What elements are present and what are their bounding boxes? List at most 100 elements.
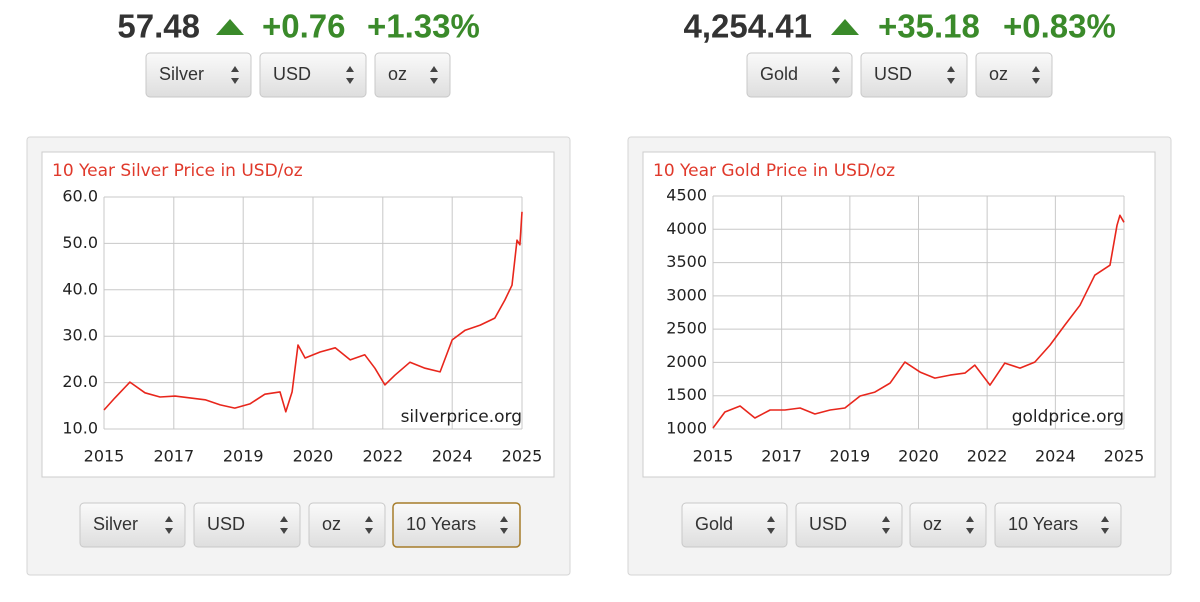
dropdown-box[interactable]	[193, 502, 301, 548]
dropdown-box[interactable]	[860, 52, 968, 98]
x-tick-label: 2022	[362, 447, 403, 466]
price-line	[103, 211, 523, 413]
dropdown-label[interactable]: USD	[809, 514, 847, 534]
y-tick-label: 4000	[666, 219, 707, 238]
dropdown[interactable]: Silver	[79, 502, 186, 548]
dropdown-arrows[interactable]	[346, 66, 354, 84]
dropdown-label[interactable]: Silver	[93, 514, 138, 534]
y-tick-label: 20.0	[62, 372, 98, 391]
dropdown-arrows[interactable]	[280, 516, 288, 534]
dropdown-arrows[interactable]	[365, 516, 373, 534]
change: +0.76	[262, 8, 346, 45]
y-tick-label: 1000	[666, 419, 707, 438]
dropdown[interactable]: Silver	[145, 52, 252, 98]
y-tick-label: 1500	[666, 385, 707, 404]
dropdown-label[interactable]: 10 Years	[406, 514, 476, 534]
price-line	[712, 214, 1125, 429]
dropdown-arrows[interactable]	[231, 66, 239, 84]
dropdown-label[interactable]: USD	[874, 64, 912, 84]
change-percent: +0.83%	[1003, 8, 1116, 45]
dropdown-box[interactable]	[746, 52, 853, 98]
y-tick-label: 2000	[666, 352, 707, 371]
x-tick-label: 2020	[293, 447, 334, 466]
dropdown-label[interactable]: Silver	[159, 64, 204, 84]
dropdown-box[interactable]	[259, 52, 367, 98]
y-tick-label: 3500	[666, 252, 707, 271]
dropdown-arrows[interactable]	[947, 66, 955, 84]
x-tick-label: 2020	[898, 447, 939, 466]
dropdown-box[interactable]	[795, 502, 903, 548]
dropdown[interactable]: oz	[975, 52, 1053, 98]
dropdown-box[interactable]	[392, 502, 521, 548]
dropdown-box[interactable]	[681, 502, 788, 548]
dropdown[interactable]: USD	[795, 502, 903, 548]
y-tick-label: 3000	[666, 285, 707, 304]
x-tick-label: 2015	[84, 447, 125, 466]
x-tick-label: 2017	[153, 447, 194, 466]
x-tick-label: 2025	[502, 447, 543, 466]
chart-box	[642, 151, 1156, 478]
x-tick-label: 2017	[761, 447, 802, 466]
source-label: silverprice.org	[401, 407, 522, 427]
dropdown-label[interactable]: oz	[322, 514, 341, 534]
up-arrow	[831, 19, 859, 35]
dropdown-label[interactable]: oz	[388, 64, 407, 84]
x-tick-label: 2025	[1104, 447, 1145, 466]
y-tick-label: 30.0	[62, 326, 98, 345]
x-tick-label: 2019	[223, 447, 264, 466]
price: 4,254.41	[684, 8, 812, 45]
dropdown-label[interactable]: USD	[207, 514, 245, 534]
dropdown-label[interactable]: 10 Years	[1008, 514, 1078, 534]
dropdown-arrows[interactable]	[1101, 516, 1109, 534]
dropdown-box[interactable]	[975, 52, 1053, 98]
dropdown[interactable]: 10 Years	[994, 502, 1122, 548]
price: 57.48	[117, 8, 200, 45]
dropdown-arrows[interactable]	[882, 516, 890, 534]
source-label: goldprice.org	[1012, 407, 1124, 427]
x-tick-label: 2024	[1035, 447, 1076, 466]
x-tick-label: 2024	[432, 447, 473, 466]
dropdown-box[interactable]	[308, 502, 386, 548]
dropdown-arrows[interactable]	[165, 516, 173, 534]
y-tick-label: 40.0	[62, 279, 98, 298]
dropdown-box[interactable]	[994, 502, 1122, 548]
y-tick-label: 2500	[666, 319, 707, 338]
dropdown[interactable]: oz	[909, 502, 987, 548]
dropdown-arrows[interactable]	[430, 66, 438, 84]
dropdown-arrows[interactable]	[832, 66, 840, 84]
dropdown[interactable]: Gold	[746, 52, 853, 98]
chart-title: 10 Year Silver Price in USD/oz	[52, 161, 303, 181]
dropdown-arrows[interactable]	[966, 516, 974, 534]
change: +35.18	[878, 8, 980, 45]
dropdown[interactable]: 10 Years	[392, 502, 521, 548]
y-tick-label: 60.0	[62, 187, 98, 206]
dropdown-box[interactable]	[909, 502, 987, 548]
dropdown-label[interactable]: USD	[273, 64, 311, 84]
dropdown-label[interactable]: Gold	[695, 514, 733, 534]
chart-box	[41, 151, 555, 478]
dropdown[interactable]: oz	[308, 502, 386, 548]
dropdown-box[interactable]	[374, 52, 451, 98]
dropdown-label[interactable]: oz	[923, 514, 942, 534]
dropdown-arrows[interactable]	[500, 516, 508, 534]
y-tick-label: 10.0	[62, 419, 98, 438]
dropdown-box[interactable]	[145, 52, 252, 98]
y-tick-label: 50.0	[62, 233, 98, 252]
dropdown-label[interactable]: Gold	[760, 64, 798, 84]
y-tick-label: 4500	[666, 186, 707, 205]
dropdown-arrows[interactable]	[767, 516, 775, 534]
up-arrow	[216, 19, 244, 35]
dropdown[interactable]: Gold	[681, 502, 788, 548]
dropdown[interactable]: oz	[374, 52, 451, 98]
dropdown-arrows[interactable]	[1032, 66, 1040, 84]
dropdown[interactable]: USD	[259, 52, 367, 98]
dropdown[interactable]: USD	[193, 502, 301, 548]
dropdown-label[interactable]: oz	[989, 64, 1008, 84]
chart-title: 10 Year Gold Price in USD/oz	[653, 161, 895, 181]
x-tick-label: 2019	[830, 447, 871, 466]
dropdown[interactable]: USD	[860, 52, 968, 98]
x-tick-label: 2015	[693, 447, 734, 466]
x-tick-label: 2022	[967, 447, 1008, 466]
dropdown-box[interactable]	[79, 502, 186, 548]
